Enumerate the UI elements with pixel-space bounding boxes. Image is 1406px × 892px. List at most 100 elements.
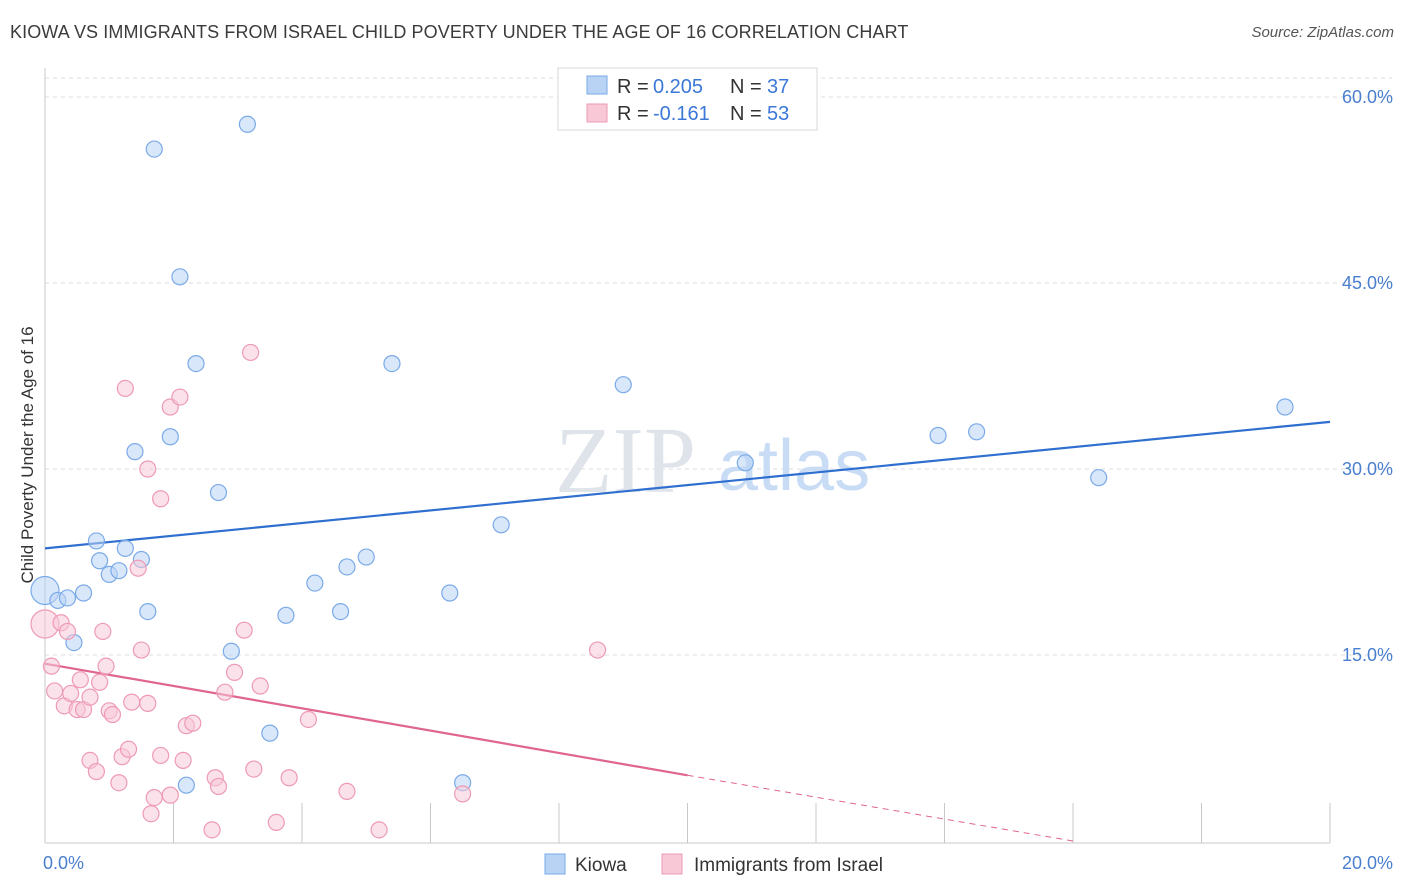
point-israel-14	[94, 622, 112, 641]
bottom-legend-israel: Immigrants from Israel	[694, 855, 883, 876]
axes	[44, 68, 1331, 844]
point-israel-36	[184, 714, 202, 732]
legend-n-label-1: N =	[730, 76, 762, 98]
point-israel-8	[71, 671, 89, 689]
watermark-zip: ZIP	[555, 409, 696, 513]
point-kiowa-20	[261, 724, 279, 742]
point-israel-12	[87, 762, 106, 781]
point-israel-44	[245, 760, 263, 778]
y-tick-label-60: 60.0%	[1342, 87, 1393, 107]
point-israel-6	[62, 684, 80, 703]
point-kiowa-2	[58, 589, 77, 607]
point-israel-47	[280, 769, 298, 787]
x-tick-label-max: 20.0%	[1342, 853, 1393, 873]
point-israel-27	[142, 805, 160, 823]
point-kiowa-23	[331, 602, 350, 621]
point-israel-5	[58, 622, 77, 641]
point-israel-25	[139, 460, 157, 478]
point-israel-52	[588, 641, 607, 659]
source-credit: Source: ZipAtlas.com	[1251, 24, 1394, 41]
y-tick-label-30: 30.0%	[1342, 459, 1393, 479]
x-tick-label-min: 0.0%	[43, 853, 84, 873]
point-kiowa-19	[238, 115, 256, 133]
point-kiowa-28	[492, 516, 510, 534]
point-israel-51	[454, 785, 472, 803]
point-israel-46	[267, 813, 285, 832]
point-israel-1	[42, 657, 61, 675]
point-kiowa-31	[929, 426, 947, 445]
point-israel-13	[91, 673, 109, 691]
legend-swatch-israel	[586, 103, 608, 123]
point-kiowa-25	[357, 548, 375, 566]
point-israel-34	[174, 751, 192, 770]
legend-r-label-2: R =	[617, 103, 649, 125]
point-israel-15	[97, 657, 115, 675]
point-israel-43	[242, 343, 260, 362]
point-israel-33	[171, 388, 189, 406]
point-kiowa-17	[209, 483, 228, 502]
point-israel-30	[152, 746, 170, 765]
legend-n-value-2: 53	[767, 103, 789, 125]
bottom-legend-kiowa: Kiowa	[575, 855, 627, 876]
legend-r-value-1: 0.205	[653, 76, 703, 98]
point-kiowa-27	[441, 584, 459, 602]
point-israel-18	[110, 774, 128, 792]
point-israel-48	[299, 710, 318, 729]
point-kiowa-9	[116, 539, 134, 557]
point-kiowa-8	[110, 562, 128, 580]
point-kiowa-5	[87, 532, 106, 550]
point-israel-17	[103, 705, 122, 724]
point-israel-32	[161, 786, 179, 804]
bottom-legend-swatch-kiowa	[544, 853, 566, 875]
point-kiowa-4	[74, 584, 93, 602]
point-israel-28	[145, 788, 163, 807]
legend-swatch-kiowa	[586, 75, 608, 95]
point-israel-24	[132, 641, 150, 659]
point-kiowa-10	[126, 443, 144, 461]
point-kiowa-35	[177, 776, 195, 794]
point-kiowa-13	[145, 140, 163, 158]
point-israel-21	[119, 740, 138, 758]
point-kiowa-16	[187, 355, 205, 373]
y-axis-label: Child Poverty Under the Age of 16	[18, 326, 37, 583]
y-tick-label-45: 45.0%	[1342, 273, 1393, 293]
point-israel-39	[209, 777, 228, 796]
point-kiowa-29	[614, 376, 632, 394]
point-kiowa-33	[1090, 469, 1108, 487]
point-israel-45	[251, 677, 269, 695]
trend-line-israel-extension	[687, 774, 1074, 842]
grid-lines	[45, 77, 1392, 656]
point-israel-20	[116, 379, 134, 397]
point-israel-2	[46, 682, 64, 700]
point-israel-42	[235, 621, 253, 639]
point-israel-23	[129, 559, 147, 577]
y-tick-label-15: 15.0%	[1342, 645, 1393, 665]
data-points	[30, 115, 1294, 839]
point-israel-49	[338, 782, 356, 801]
correlation-legend: R = 0.205 N = 37 R = -0.161 N = 53	[557, 67, 818, 131]
point-kiowa-26	[383, 355, 401, 373]
point-israel-37	[203, 821, 221, 839]
point-israel-50	[370, 821, 388, 839]
point-kiowa-18	[222, 642, 240, 660]
point-kiowa-30	[736, 454, 754, 472]
point-israel-40	[216, 683, 234, 701]
point-kiowa-12	[139, 602, 157, 621]
series-legend: Kiowa Immigrants from Israel	[544, 853, 883, 876]
point-kiowa-34	[1276, 398, 1294, 416]
point-kiowa-32	[968, 423, 986, 441]
point-israel-26	[139, 694, 157, 712]
legend-n-label-2: N =	[730, 103, 762, 125]
chart-title: KIOWA VS IMMIGRANTS FROM ISRAEL CHILD PO…	[10, 22, 909, 42]
point-kiowa-21	[277, 606, 295, 624]
legend-r-label-1: R =	[617, 76, 649, 98]
point-israel-29	[152, 490, 170, 508]
point-kiowa-14	[161, 428, 179, 446]
y-tick-labels: 15.0% 30.0% 45.0% 60.0%	[1342, 87, 1393, 665]
point-israel-41	[225, 663, 244, 681]
legend-r-value-2: -0.161	[653, 103, 710, 125]
point-kiowa-15	[171, 268, 189, 286]
point-israel-22	[123, 693, 141, 711]
point-kiowa-24	[338, 558, 356, 576]
